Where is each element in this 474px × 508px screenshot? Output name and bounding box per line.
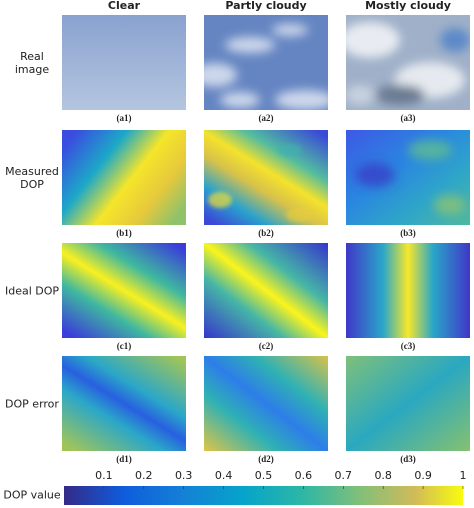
tick-label: 0.2 — [135, 469, 153, 482]
column-header: Clear — [107, 0, 141, 12]
column-header: Partly cloudy — [225, 0, 307, 12]
panel-label: (c2) — [258, 341, 274, 351]
image — [204, 15, 328, 110]
tick-label: 0.9 — [414, 469, 432, 482]
colorbar — [64, 486, 463, 505]
image — [204, 243, 328, 338]
tick-label: 0.1 — [95, 469, 113, 482]
tick-label: 0.7 — [334, 469, 353, 482]
column-header: Mostly cloudy — [365, 0, 451, 12]
image — [62, 243, 186, 338]
image — [62, 130, 186, 225]
panel-label: (b1) — [116, 228, 132, 238]
image — [346, 356, 470, 451]
image — [62, 356, 186, 451]
image — [346, 130, 470, 225]
panel-label: (d2) — [258, 454, 274, 464]
row-label: DOP error — [5, 397, 59, 410]
panel-label: (d1) — [116, 454, 132, 464]
row-label: Measured DOP — [5, 164, 59, 191]
panel-label: (a2) — [258, 113, 274, 123]
image — [346, 15, 470, 110]
image — [62, 15, 186, 110]
row-label: Ideal DOP — [4, 284, 60, 297]
panel-label: (a3) — [400, 113, 416, 123]
tick-label: 1 — [459, 469, 467, 482]
image — [204, 356, 328, 451]
panel-label: (b2) — [258, 228, 274, 238]
tick-label: 0.4 — [214, 469, 233, 482]
panel-label: (c3) — [400, 341, 416, 351]
panel-label: (c1) — [116, 341, 132, 351]
tick-label: 0.8 — [374, 469, 392, 482]
tick-label: 0.6 — [294, 469, 313, 482]
colorbar-label: DOP value — [3, 488, 61, 502]
panel-label: (a1) — [116, 113, 132, 123]
panel-label: (b3) — [400, 228, 416, 238]
tick-label: 0.3 — [174, 469, 193, 482]
image — [346, 243, 470, 338]
panel-label: (d3) — [400, 454, 416, 464]
row-label: Real image — [14, 49, 50, 76]
image — [204, 130, 328, 225]
tick-label: 0.5 — [254, 469, 273, 482]
